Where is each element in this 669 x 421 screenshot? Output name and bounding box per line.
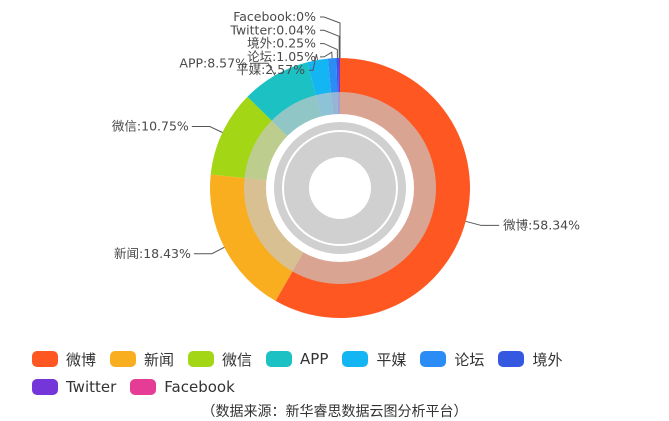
center-hole — [309, 157, 371, 219]
legend-swatch-平媒 — [342, 351, 369, 367]
slice-微博 — [275, 58, 471, 319]
legend-label-微博: 微博 — [66, 350, 97, 369]
slice-label-平媒: 平媒:2.57% — [236, 62, 305, 77]
legend-swatch-Twitter — [32, 379, 58, 395]
slice-label-境外: 境外:0.25% — [247, 36, 316, 51]
leader-line-APP — [249, 62, 276, 76]
slice-新闻 — [209, 174, 305, 301]
leader-line-新闻 — [193, 246, 225, 255]
slice-label-新闻: 新闻:18.43% — [114, 246, 191, 261]
leader-line-论坛 — [320, 51, 333, 59]
slice-label-Facebook: Facebook:0% — [233, 9, 316, 24]
legend-label-微信: 微信 — [222, 350, 253, 369]
legend-item-APP[interactable]: APP — [266, 349, 328, 369]
legend-swatch-新闻 — [110, 351, 137, 367]
legend-swatch-微博 — [32, 351, 58, 367]
legend-label-论坛: 论坛 — [454, 350, 485, 369]
legend-swatch-境外 — [498, 351, 525, 367]
legend-item-新闻[interactable]: 新闻 — [110, 349, 174, 369]
legend-item-微博[interactable]: 微博 — [32, 349, 96, 369]
legend-label-新闻: 新闻 — [144, 350, 175, 369]
legend-item-Twitter[interactable]: Twitter — [32, 377, 116, 397]
legend-item-境外[interactable]: 境外 — [498, 349, 562, 369]
legend-swatch-微信 — [188, 351, 215, 367]
donut-chart: 微博:58.34% 新闻:18.43% 微信:10.75% APP:8.57%平媒:2… — [112, 9, 580, 319]
leader-line-平媒 — [309, 53, 318, 71]
slice-label-微信: 微信:10.75% — [112, 119, 189, 134]
legend-swatch-Facebook — [130, 379, 157, 395]
slice-label-论坛: 论坛:1.05% — [247, 49, 316, 64]
leader-line-境外 — [320, 43, 338, 59]
legend-label-Facebook: Facebook — [164, 378, 235, 396]
legend-item-Facebook[interactable]: Facebook — [130, 377, 235, 397]
leader-line-微信 — [191, 126, 223, 133]
legend-label-平媒: 平媒 — [376, 350, 407, 369]
slice-label-微博: 微博:58.34% — [503, 217, 580, 232]
chart-legend: 微博 新闻 微信 APP 平媒 论坛 境外 Twitter Facebook — [32, 349, 662, 397]
legend-label-Twitter: Twitter — [66, 378, 117, 396]
slice-label-Twitter: Twitter:0.04% — [229, 22, 316, 37]
legend-item-微信[interactable]: 微信 — [188, 349, 252, 369]
slice-label-APP: APP:8.57% — [179, 55, 247, 70]
legend-label-APP: APP — [300, 350, 329, 368]
leader-line-Facebook — [320, 16, 341, 58]
legend-item-平媒[interactable]: 平媒 — [342, 349, 406, 369]
legend-label-境外: 境外 — [532, 350, 563, 369]
leader-line-Twitter — [320, 29, 340, 59]
legend-item-论坛[interactable]: 论坛 — [420, 349, 484, 369]
legend-swatch-APP — [266, 351, 293, 367]
legend-swatch-论坛 — [420, 351, 447, 367]
leader-line-微博 — [465, 220, 500, 226]
inner-grey-ring-line — [282, 130, 398, 246]
data-source-caption: （数据来源：新华睿思数据云图分析平台） — [201, 404, 468, 420]
